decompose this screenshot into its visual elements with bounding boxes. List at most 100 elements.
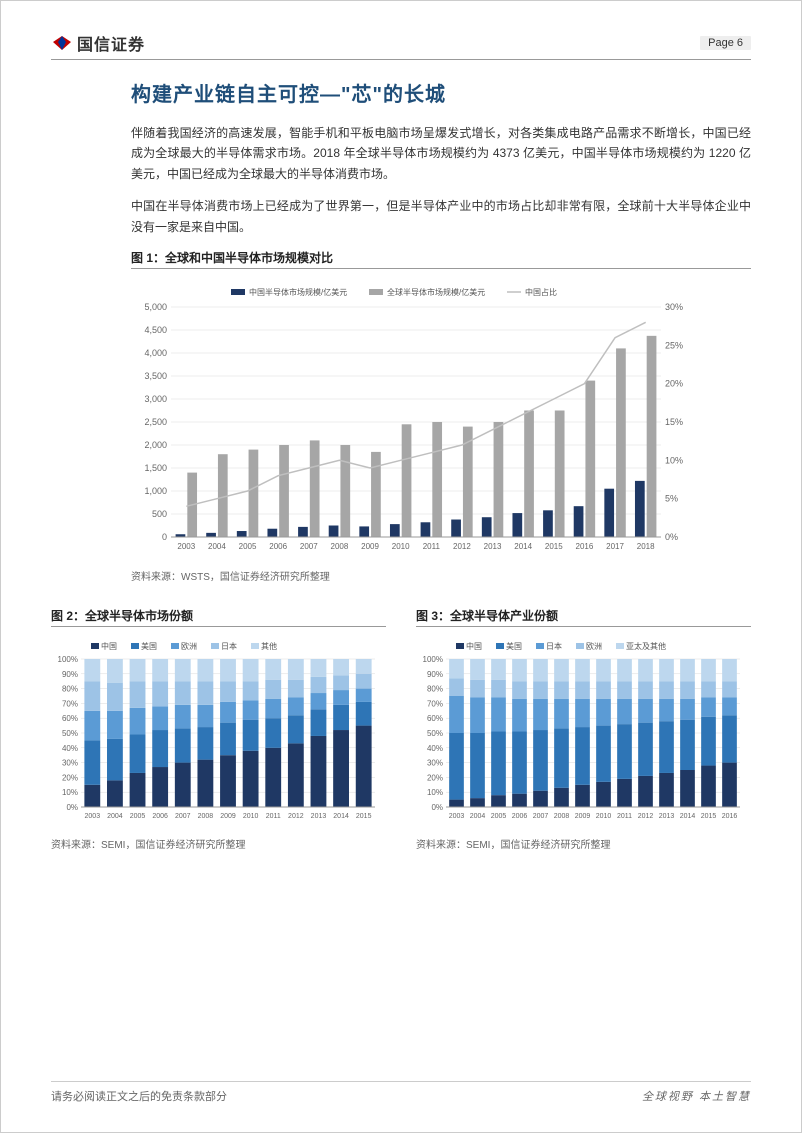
svg-text:30%: 30%	[62, 759, 78, 768]
svg-text:2011: 2011	[423, 542, 441, 551]
figure-1-caption: 图 1：全球和中国半导体市场规模对比	[131, 249, 751, 269]
svg-text:2013: 2013	[311, 813, 327, 820]
svg-text:0: 0	[162, 532, 167, 542]
svg-text:日本: 日本	[546, 641, 562, 651]
svg-text:60%: 60%	[62, 714, 78, 723]
diamond-icon	[51, 34, 73, 52]
svg-text:50%: 50%	[427, 729, 443, 738]
svg-text:80%: 80%	[427, 685, 443, 694]
figure-1: 图 1：全球和中国半导体市场规模对比 中国半导体市场规模/亿美元 全球半导体市场规…	[131, 249, 751, 583]
svg-text:1,500: 1,500	[144, 463, 167, 473]
svg-text:25%: 25%	[665, 340, 683, 350]
svg-text:4,000: 4,000	[144, 348, 167, 358]
page-number: Page 6	[700, 36, 751, 50]
figure-row: 图 2：全球半导体市场份额 中国美国欧洲日本其他0%10%20%30%40%50…	[51, 607, 751, 851]
svg-text:美国: 美国	[141, 641, 157, 651]
svg-text:欧洲: 欧洲	[181, 641, 197, 651]
footer-disclaimer: 请务必阅读正文之后的免责条款部分	[51, 1088, 227, 1104]
svg-text:40%: 40%	[62, 744, 78, 753]
svg-text:2008: 2008	[554, 813, 570, 820]
svg-text:2009: 2009	[220, 813, 236, 820]
figure-3-source: 资料来源：SEMI，国信证券经济研究所整理	[416, 836, 751, 851]
svg-text:中国: 中国	[101, 641, 117, 651]
svg-text:3,500: 3,500	[144, 371, 167, 381]
report-page: 国信证券 Page 6 构建产业链自主可控—"芯"的长城 伴随着我国经济的高速发…	[0, 0, 802, 1133]
svg-text:2009: 2009	[575, 813, 591, 820]
figure-3: 图 3：全球半导体产业份额 中国美国日本欧洲亚太及其他0%10%20%30%40…	[416, 607, 751, 851]
svg-text:2010: 2010	[392, 542, 410, 551]
svg-text:2011: 2011	[266, 813, 281, 820]
svg-text:2007: 2007	[300, 542, 318, 551]
svg-text:1,000: 1,000	[144, 486, 167, 496]
svg-text:2010: 2010	[243, 813, 259, 820]
footer-slogan: 全球视野 本土智慧	[642, 1088, 751, 1104]
svg-text:2007: 2007	[175, 813, 191, 820]
svg-text:2006: 2006	[152, 813, 168, 820]
svg-text:5,000: 5,000	[144, 302, 167, 312]
svg-text:30%: 30%	[665, 302, 683, 312]
svg-text:2012: 2012	[288, 813, 304, 820]
svg-text:日本: 日本	[221, 641, 237, 651]
svg-text:2005: 2005	[239, 542, 257, 551]
svg-text:2015: 2015	[356, 813, 372, 820]
svg-text:100%: 100%	[58, 655, 78, 664]
svg-text:2013: 2013	[484, 542, 502, 551]
svg-text:中国半导体市场规模/亿美元: 中国半导体市场规模/亿美元	[249, 287, 347, 297]
svg-text:亚太及其他: 亚太及其他	[626, 641, 666, 651]
svg-text:10%: 10%	[427, 788, 443, 797]
svg-text:2007: 2007	[533, 813, 549, 820]
svg-text:30%: 30%	[427, 759, 443, 768]
svg-text:2008: 2008	[331, 542, 349, 551]
svg-text:10%: 10%	[665, 455, 683, 465]
figure-1-source: 资料来源：WSTS，国信证券经济研究所整理	[131, 568, 751, 583]
svg-text:2004: 2004	[470, 813, 486, 820]
svg-text:欧洲: 欧洲	[586, 641, 602, 651]
svg-text:0%: 0%	[665, 532, 678, 542]
svg-text:10%: 10%	[62, 788, 78, 797]
svg-text:中国: 中国	[466, 641, 482, 651]
figure-2-caption: 图 2：全球半导体市场份额	[51, 607, 386, 627]
svg-text:2003: 2003	[449, 813, 465, 820]
svg-text:2015: 2015	[701, 813, 717, 820]
svg-text:70%: 70%	[427, 699, 443, 708]
svg-text:2015: 2015	[545, 542, 563, 551]
svg-text:15%: 15%	[665, 417, 683, 427]
svg-text:20%: 20%	[427, 773, 443, 782]
svg-text:20%: 20%	[62, 773, 78, 782]
svg-text:3,000: 3,000	[144, 394, 167, 404]
figure-1-chart: 中国半导体市场规模/亿美元 全球半导体市场规模/亿美元 中国占比 0 500 1,000 1…	[131, 277, 751, 562]
section-title: 构建产业链自主可控—"芯"的长城	[131, 78, 751, 107]
svg-text:中国占比: 中国占比	[525, 287, 557, 297]
svg-text:80%: 80%	[62, 685, 78, 694]
svg-text:90%: 90%	[427, 670, 443, 679]
paragraph-1: 伴随着我国经济的高速发展，智能手机和平板电脑市场呈爆发式增长，对各类集成电路产品…	[131, 123, 751, 184]
svg-text:2004: 2004	[107, 813, 123, 820]
svg-text:2016: 2016	[576, 542, 594, 551]
svg-text:2013: 2013	[659, 813, 675, 820]
page-footer: 请务必阅读正文之后的免责条款部分 全球视野 本土智慧	[51, 1081, 751, 1104]
svg-text:2014: 2014	[333, 813, 349, 820]
svg-text:2012: 2012	[453, 542, 471, 551]
figure-3-caption: 图 3：全球半导体产业份额	[416, 607, 751, 627]
svg-text:4,500: 4,500	[144, 325, 167, 335]
svg-text:0%: 0%	[431, 803, 443, 812]
svg-text:2009: 2009	[361, 542, 379, 551]
svg-text:2012: 2012	[638, 813, 654, 820]
figure-2: 图 2：全球半导体市场份额 中国美国欧洲日本其他0%10%20%30%40%50…	[51, 607, 386, 851]
svg-text:0%: 0%	[66, 803, 78, 812]
figure-2-source: 资料来源：SEMI，国信证券经济研究所整理	[51, 836, 386, 851]
svg-text:2018: 2018	[637, 542, 655, 551]
svg-text:2,000: 2,000	[144, 440, 167, 450]
svg-text:20%: 20%	[665, 379, 683, 389]
svg-text:500: 500	[152, 509, 167, 519]
svg-text:2016: 2016	[722, 813, 738, 820]
svg-text:2,500: 2,500	[144, 417, 167, 427]
svg-text:2006: 2006	[512, 813, 528, 820]
figure-3-chart: 中国美国日本欧洲亚太及其他0%10%20%30%40%50%60%70%80%9…	[416, 635, 751, 830]
svg-text:2014: 2014	[514, 542, 532, 551]
svg-text:2005: 2005	[130, 813, 146, 820]
svg-text:2003: 2003	[177, 542, 195, 551]
svg-text:全球半导体市场规模/亿美元: 全球半导体市场规模/亿美元	[387, 287, 485, 297]
svg-text:5%: 5%	[665, 494, 678, 504]
svg-text:2003: 2003	[85, 813, 101, 820]
